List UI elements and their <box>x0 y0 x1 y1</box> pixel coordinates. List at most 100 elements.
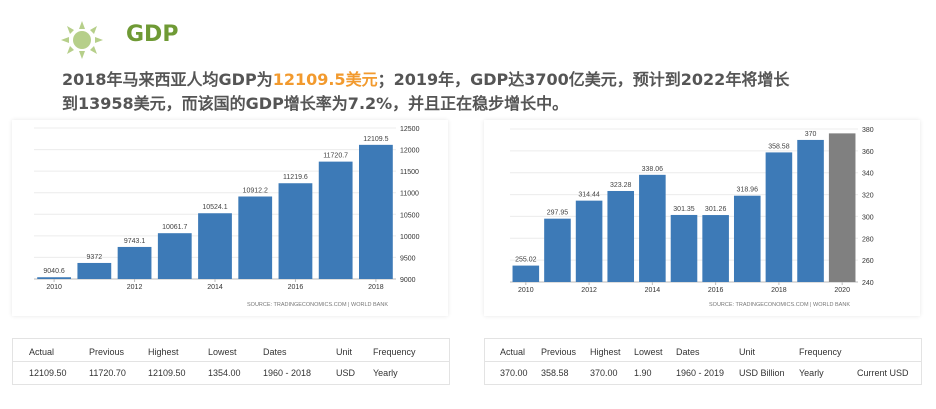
stats-value: 370.00 <box>590 368 618 378</box>
bar <box>544 218 571 282</box>
x-tick-label: 2010 <box>46 284 62 291</box>
stats-header: Highest <box>148 347 179 357</box>
y-tick-label: 12000 <box>400 148 420 155</box>
stats-header: Frequency <box>373 347 416 357</box>
stats-value: USD <box>336 368 356 378</box>
stats-header: Dates <box>676 347 700 357</box>
description-text: 2018年马来西亚人均GDP为12109.5美元；2019年，GDP达3700亿… <box>62 68 872 116</box>
stats-header: Lowest <box>208 347 237 357</box>
bar <box>670 214 698 282</box>
left-chart-panel: 9000 9500 10000 10500 11000 11500 12000 12500 90… <box>12 120 448 316</box>
bar <box>607 190 635 282</box>
bar <box>37 277 72 279</box>
x-tick-label: 2018 <box>368 284 384 291</box>
y-tick-label: 360 <box>862 149 874 156</box>
stats-value: 370.00 <box>500 368 528 378</box>
data-label: 301.26 <box>705 206 727 213</box>
right-stats-table: Actual Previous Highest Lowest Dates Uni… <box>484 338 922 385</box>
stats-header-row <box>485 339 921 362</box>
stats-value: Current USD <box>857 368 909 378</box>
data-label: 11219.6 <box>283 174 308 181</box>
data-label: 370 <box>805 131 817 138</box>
source-label: SOURCE: TRADINGECONOMICS.COM | WORLD BAN… <box>247 302 388 308</box>
bar <box>702 215 729 282</box>
x-tick-label: 2018 <box>771 287 787 294</box>
page-title: GDP <box>126 22 179 47</box>
stats-header: Previous <box>541 347 577 357</box>
bar <box>358 144 393 279</box>
stats-value: 1960 - 2018 <box>263 368 312 378</box>
data-label: 323.28 <box>610 182 632 189</box>
description-part: 2018年马来西亚人均GDP为 <box>62 70 273 89</box>
x-tick-label: 2020 <box>834 287 850 294</box>
data-label: 358.58 <box>768 143 790 150</box>
y-tick-label: 340 <box>862 171 874 178</box>
bar <box>575 200 603 282</box>
data-label: 314.44 <box>578 192 600 199</box>
y-tick-label: 260 <box>862 258 874 265</box>
data-label: 10912.2 <box>243 188 268 195</box>
bar <box>238 196 273 279</box>
bar <box>733 195 761 282</box>
stats-value: 12109.50 <box>29 368 67 378</box>
y-tick-label: 12500 <box>400 126 420 133</box>
description-line-1: 2018年马来西亚人均GDP为12109.5美元；2019年，GDP达3700亿… <box>62 68 872 92</box>
bar <box>797 139 824 282</box>
data-label: 9372 <box>87 254 103 261</box>
y-tick-label: 11000 <box>400 191 419 198</box>
data-label: 10061.7 <box>162 224 187 231</box>
bar <box>318 161 353 279</box>
y-tick-label: 300 <box>862 214 874 221</box>
data-label: 9743.1 <box>124 238 146 245</box>
data-label: 297.95 <box>547 210 569 217</box>
y-tick-label: 320 <box>862 193 874 200</box>
data-label: 12109.5 <box>363 136 388 143</box>
stats-header: Actual <box>500 347 526 357</box>
y-tick-label: 10000 <box>400 234 420 241</box>
data-label: 338.06 <box>642 166 664 173</box>
stats-value: 12109.50 <box>148 368 186 378</box>
x-tick-label: 2014 <box>207 284 223 291</box>
stats-header: Dates <box>263 347 287 357</box>
data-label: 301.35 <box>673 206 695 213</box>
bar <box>278 183 313 279</box>
bar <box>639 174 666 282</box>
x-tick-label: 2016 <box>288 284 304 291</box>
description-part: ；2019年，GDP达3700亿美元，预计到2022年将增长 <box>377 70 790 89</box>
highlight-value: 12109.5美元 <box>272 70 378 89</box>
stats-header-row <box>13 339 449 362</box>
bar <box>157 233 192 279</box>
gdp-total-chart: 240 260 280 300 320 340 360 380 255.02 2010 297.95… <box>510 127 874 308</box>
y-tick-label: 380 <box>862 127 874 134</box>
data-label: 10524.1 <box>202 204 227 211</box>
stats-value: Yearly <box>373 368 398 378</box>
stats-header: Actual <box>29 347 55 357</box>
stats-header: Highest <box>590 347 621 357</box>
x-tick-label: 2012 <box>127 284 143 291</box>
stats-value: 11720.70 <box>89 368 126 378</box>
bar <box>198 213 232 279</box>
x-tick-label: 2012 <box>581 287 597 294</box>
stats-value: 1354.00 <box>208 368 241 378</box>
source-label: SOURCE: TRADINGECONOMICS.COM | WORLD BAN… <box>709 302 850 308</box>
bar <box>77 262 112 279</box>
stats-value: USD Billion <box>739 368 785 378</box>
stats-header: Unit <box>336 347 353 357</box>
right-chart-panel: 240 260 280 300 320 340 360 380 255.02 2010 297.95… <box>484 120 920 316</box>
left-stats-table: Actual Previous Highest Lowest Dates Uni… <box>12 338 450 385</box>
y-tick-label: 280 <box>862 236 874 243</box>
data-label: 318.96 <box>737 187 759 194</box>
y-tick-label: 9000 <box>400 277 416 284</box>
stats-value: 358.58 <box>541 368 569 378</box>
bar <box>117 246 152 279</box>
stats-header: Unit <box>739 347 756 357</box>
data-label: 255.02 <box>515 257 537 264</box>
y-tick-label: 9500 <box>400 255 416 262</box>
x-tick-label: 2014 <box>645 287 661 294</box>
bar <box>828 133 856 282</box>
stats-value: 1960 - 2019 <box>676 368 725 378</box>
gdp-per-capita-chart: 9000 9500 10000 10500 11000 11500 12000 12500 90… <box>34 126 420 308</box>
data-label: 9040.6 <box>43 268 65 275</box>
stats-header: Previous <box>89 347 125 357</box>
x-tick-label: 2016 <box>708 287 724 294</box>
